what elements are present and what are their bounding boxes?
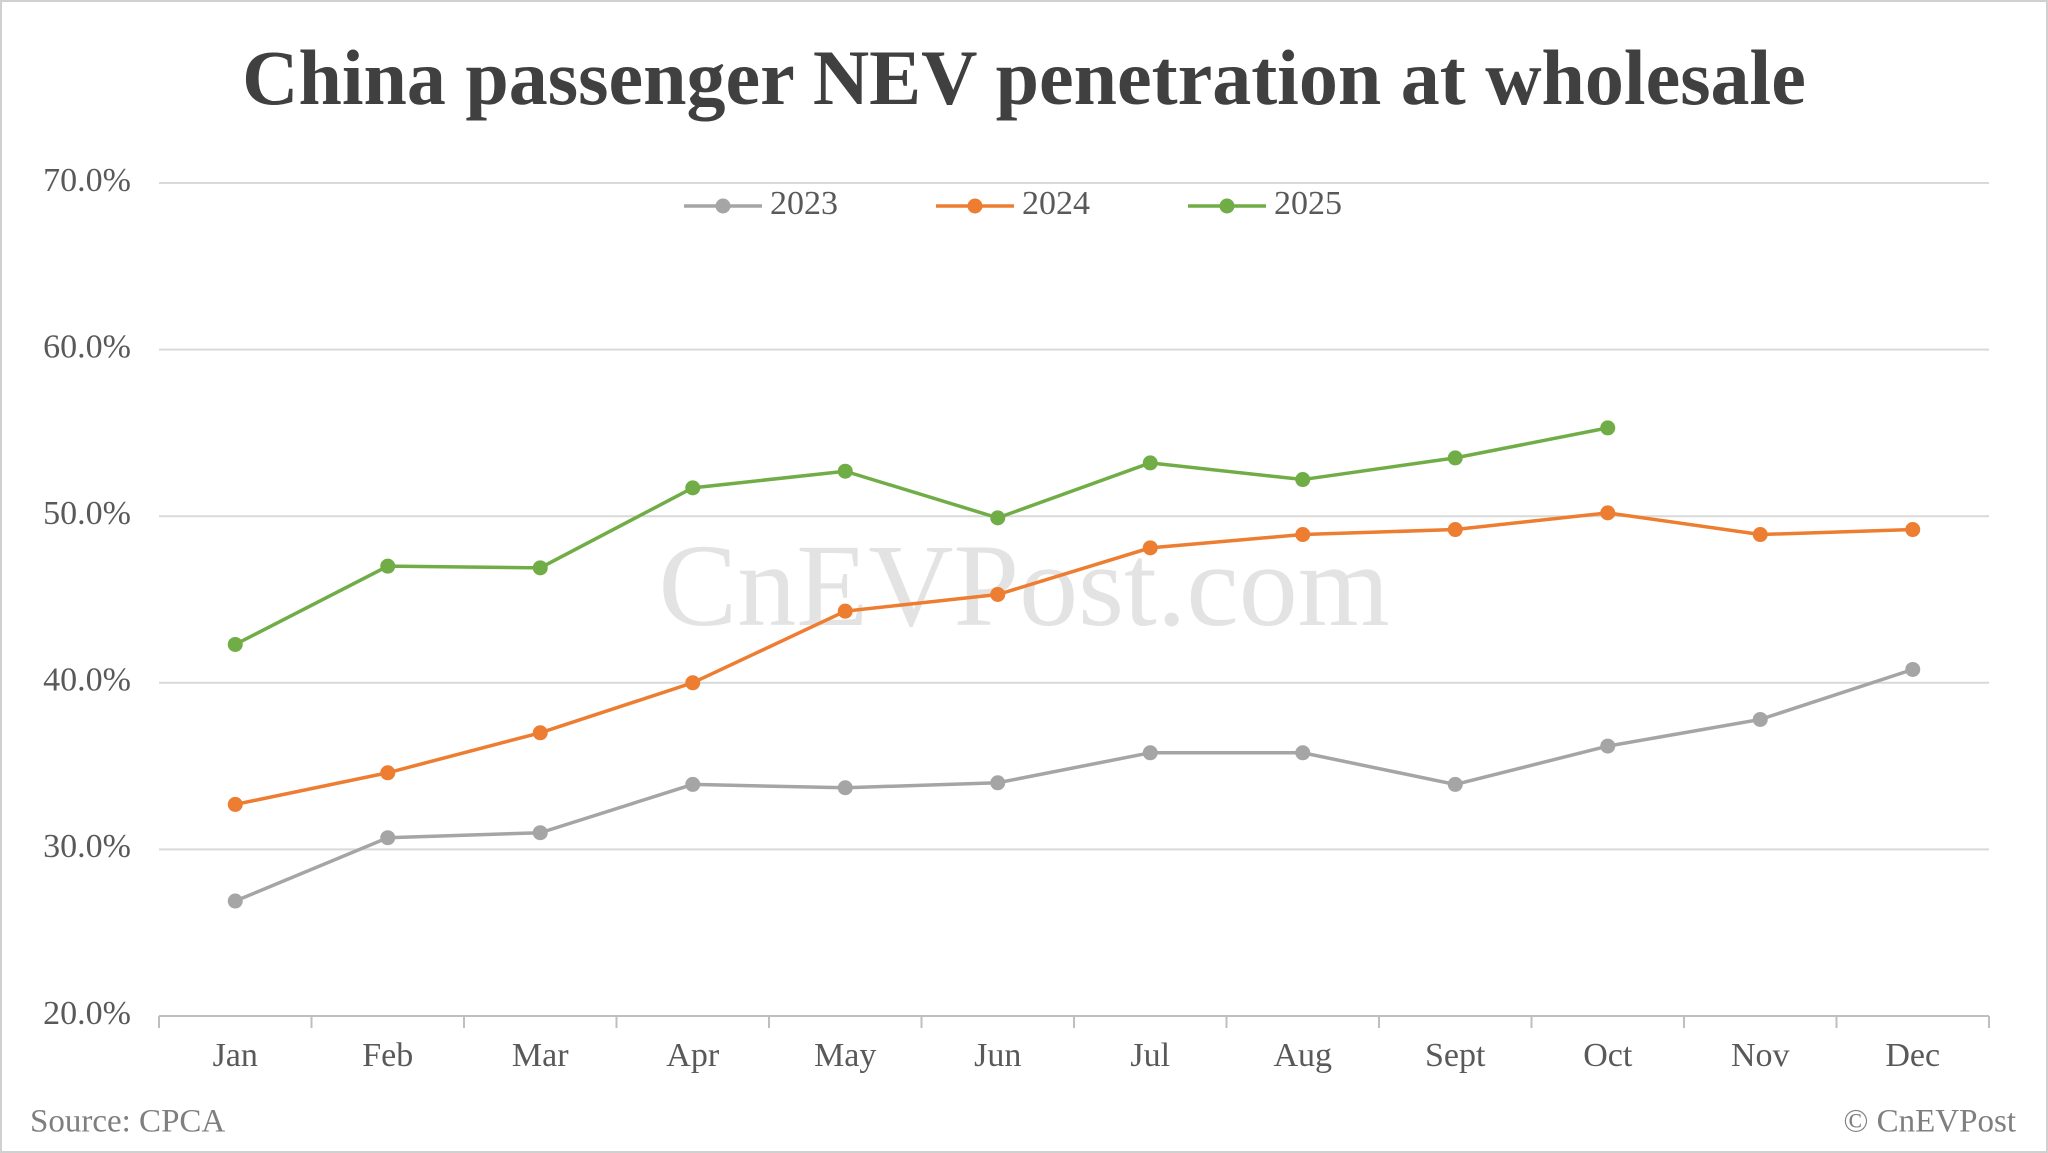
data-point: [532, 725, 548, 741]
legend-label: 2025: [1274, 185, 1342, 222]
legend-marker: [715, 198, 731, 214]
data-point: [1600, 738, 1616, 754]
y-tick-label: 20.0%: [43, 995, 131, 1032]
data-point: [990, 775, 1006, 791]
data-point: [532, 560, 548, 576]
chart-title: China passenger NEV penetration at whole…: [242, 34, 1806, 121]
data-point: [1447, 522, 1463, 538]
data-point: [990, 587, 1006, 603]
data-point: [227, 893, 243, 909]
data-point: [227, 796, 243, 812]
x-tick-label: Apr: [666, 1037, 720, 1074]
data-point: [1752, 527, 1768, 543]
y-tick-label: 40.0%: [43, 662, 131, 699]
data-point: [1295, 527, 1311, 543]
x-tick-label: Nov: [1731, 1037, 1790, 1074]
y-tick-label: 70.0%: [43, 162, 131, 199]
data-point: [1447, 450, 1463, 466]
data-point: [1752, 711, 1768, 727]
data-point: [837, 603, 853, 619]
data-point: [685, 776, 701, 792]
data-point: [685, 675, 701, 691]
data-point: [380, 830, 396, 846]
x-tick-label: Mar: [512, 1037, 569, 1074]
legend-marker: [967, 198, 983, 214]
legend-marker: [1219, 198, 1235, 214]
data-point: [837, 780, 853, 796]
data-point: [1142, 540, 1158, 556]
y-tick-label: 50.0%: [43, 495, 131, 532]
credit: © CnEVPost: [1843, 1104, 2016, 1140]
data-point: [1447, 776, 1463, 792]
data-point: [837, 463, 853, 479]
legend-label: 2023: [770, 185, 838, 222]
y-tick-label: 30.0%: [43, 828, 131, 865]
data-point: [227, 636, 243, 652]
data-point: [532, 825, 548, 841]
data-point: [1600, 420, 1616, 436]
x-tick-label: Dec: [1885, 1037, 1940, 1074]
x-tick-label: Sept: [1425, 1037, 1486, 1074]
data-point: [1905, 522, 1921, 538]
source: Source: CPCA: [30, 1104, 225, 1140]
legend-label: 2024: [1022, 185, 1090, 222]
x-tick-label: Jun: [974, 1037, 1021, 1074]
series-line: [234, 511, 1913, 807]
data-point: [1142, 745, 1158, 761]
data-point: [1295, 745, 1311, 761]
x-tick-label: Oct: [1583, 1037, 1633, 1074]
x-tick-label: Jul: [1130, 1037, 1170, 1074]
data-point: [380, 558, 396, 574]
x-tick-label: Feb: [362, 1037, 413, 1074]
data-point: [1142, 455, 1158, 471]
y-tick-label: 60.0%: [43, 328, 131, 365]
x-tick-label: Aug: [1273, 1037, 1332, 1074]
x-tick-label: May: [814, 1037, 876, 1074]
data-point: [1600, 505, 1616, 521]
data-point: [1295, 472, 1311, 488]
series-line: [234, 667, 1914, 903]
data-point: [380, 765, 396, 781]
data-point: [1905, 661, 1921, 677]
series-line: [234, 426, 1609, 647]
data-point: [990, 510, 1006, 526]
data-point: [685, 480, 701, 496]
x-tick-label: Jan: [213, 1037, 258, 1074]
